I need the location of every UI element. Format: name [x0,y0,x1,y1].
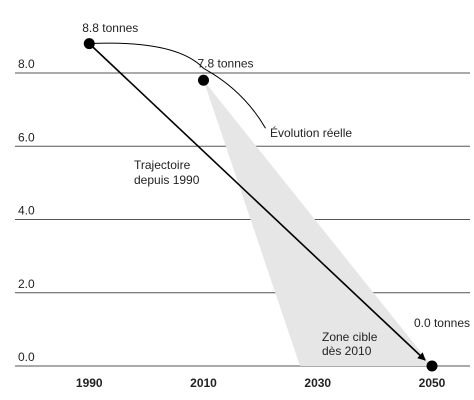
point [83,38,95,50]
value-label: 0.0 tonnes [414,316,470,330]
point [198,74,210,86]
target-label: Zone cible [322,330,378,344]
actual-line [89,42,204,69]
y-tick-label: 0.0 [18,350,35,364]
x-tick-label: 2050 [419,376,446,390]
trajectory-line [88,43,426,361]
y-tick-label: 8.0 [18,57,35,71]
target-label: dès 2010 [322,344,372,358]
y-tick-label: 6.0 [18,130,35,144]
x-tick-label: 1990 [76,376,103,390]
target-zone [203,80,433,366]
y-tick-label: 4.0 [18,204,35,218]
value-label: 7.8 tonnes [198,56,254,70]
point [426,360,438,372]
y-tick-label: 2.0 [18,277,35,291]
trajectory-label: Trajectoire [134,158,191,172]
x-tick-label: 2010 [190,376,217,390]
x-tick-label: 2030 [304,376,331,390]
trajectory-label: depuis 1990 [134,173,200,187]
actual-label: Évolution réelle [270,125,352,140]
leader [203,67,266,129]
value-label: 8.8 tonnes [82,21,138,35]
